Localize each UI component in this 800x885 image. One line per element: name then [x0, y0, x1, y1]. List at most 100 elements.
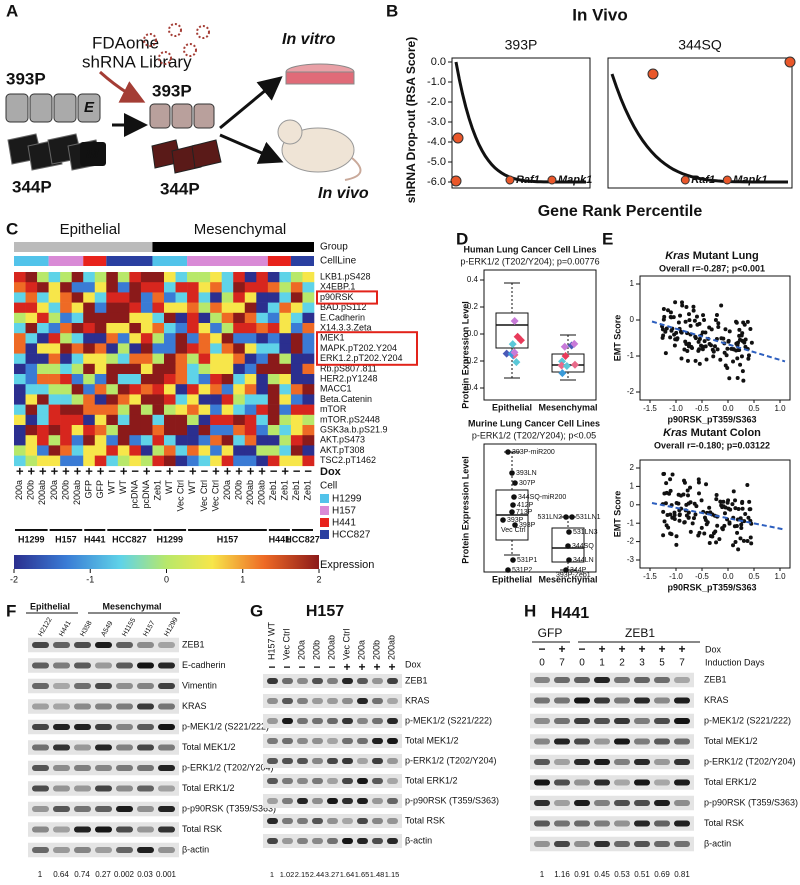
point	[510, 502, 516, 508]
lane-label: H1299	[163, 616, 179, 637]
heat-cell	[221, 455, 234, 467]
heat-cell	[233, 425, 246, 436]
heat-cell	[279, 312, 292, 324]
point	[734, 320, 739, 325]
point	[661, 533, 666, 538]
heat-cell	[279, 343, 292, 354]
heat-cell	[71, 312, 84, 324]
heat-cell	[233, 272, 246, 283]
point	[668, 531, 673, 536]
band	[297, 758, 308, 764]
band	[357, 798, 368, 804]
heat-cell	[94, 302, 107, 314]
point	[668, 335, 673, 340]
band	[387, 778, 398, 784]
heat-cell	[256, 374, 269, 385]
band	[74, 785, 91, 792]
heat-cell	[267, 455, 280, 467]
point	[745, 482, 750, 487]
point	[558, 369, 567, 378]
row-label: LKB1.pS428	[320, 271, 371, 281]
band	[95, 785, 112, 792]
band	[387, 698, 398, 704]
point	[721, 499, 726, 504]
point	[673, 300, 678, 305]
heat-cell	[221, 425, 234, 436]
label: shRNA Drop-out (RSA Score)	[404, 37, 418, 203]
band	[614, 779, 630, 786]
heat-cell	[71, 425, 84, 436]
y-tick-label: 0.4	[467, 275, 479, 284]
point	[562, 361, 571, 370]
heat-cell	[244, 384, 257, 395]
band	[267, 718, 278, 724]
point	[727, 521, 732, 526]
heat-cell	[129, 292, 142, 303]
heat-cell	[48, 414, 61, 426]
point	[677, 512, 682, 517]
heat-cell	[244, 323, 257, 334]
band	[674, 759, 690, 765]
cellline-bar	[152, 256, 188, 266]
hit-dot	[647, 68, 659, 80]
heat-cell	[302, 425, 315, 436]
heat-cell	[117, 445, 130, 456]
y-tick-label: -1	[627, 351, 635, 360]
band	[387, 738, 398, 744]
band	[654, 779, 670, 786]
heat-cell	[140, 404, 153, 416]
heat-cell	[279, 374, 292, 385]
point	[662, 519, 667, 524]
panel-title: Kras Mutant Colon	[663, 427, 761, 439]
heat-cell	[290, 374, 303, 385]
band	[372, 738, 383, 744]
mouse	[277, 119, 303, 145]
label: HCC827	[332, 530, 371, 541]
heat-cell	[290, 425, 303, 436]
point	[694, 314, 699, 319]
band	[137, 806, 154, 812]
heat-cell	[175, 425, 188, 436]
heat-cell	[256, 425, 269, 436]
point	[693, 336, 698, 341]
row-label: p90RSK	[320, 292, 354, 302]
band	[654, 697, 670, 704]
row-label: E.Cadherin	[320, 312, 365, 322]
row-label: MACC1	[320, 384, 352, 394]
blot-strip	[530, 775, 694, 790]
point	[723, 505, 728, 510]
heat-cell	[37, 374, 49, 385]
heat-cell	[175, 302, 188, 314]
band	[574, 779, 590, 786]
heat-cell	[244, 435, 257, 446]
x-tick-label: 0.0	[722, 404, 734, 413]
point	[566, 557, 572, 563]
heat-cell	[267, 312, 280, 324]
label: In vitro	[282, 31, 336, 48]
band	[554, 718, 570, 724]
band	[594, 841, 610, 847]
dox-sign: −	[178, 463, 186, 478]
heat-cell	[210, 353, 222, 365]
heat-cell	[175, 394, 188, 405]
band	[534, 759, 550, 765]
point	[690, 521, 695, 526]
heat-cell	[48, 394, 61, 405]
heat-cell	[37, 302, 49, 314]
heat-cell	[256, 323, 269, 334]
row-label: p-ERK1/2 (T202/Y204)	[405, 755, 497, 765]
point	[736, 547, 741, 552]
label: Group	[320, 242, 348, 253]
heat-cell	[83, 374, 96, 385]
quant: 0.51	[634, 870, 650, 879]
band	[312, 678, 323, 684]
point-label: 393P-Zeb1	[556, 572, 591, 579]
heat-cell	[152, 435, 165, 446]
band	[137, 785, 154, 792]
heat-cell	[290, 455, 303, 467]
band	[327, 738, 338, 744]
band	[297, 778, 308, 784]
heat-cell	[233, 312, 246, 324]
hit-dot	[452, 132, 464, 144]
quant: 1.02	[280, 870, 295, 879]
